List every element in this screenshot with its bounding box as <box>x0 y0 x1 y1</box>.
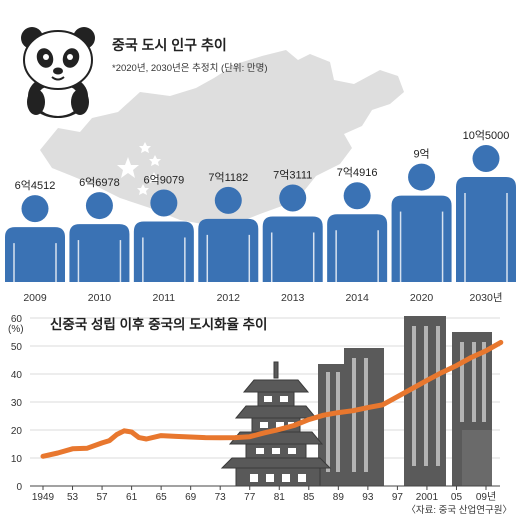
y-tick-labels: 0 10 20 30 40 50 60 <box>11 314 23 493</box>
person-bar <box>133 221 194 282</box>
y-tick-label: 50 <box>11 342 23 353</box>
category-label: 2009 <box>23 292 47 304</box>
value-label: 7억3111 <box>273 168 312 181</box>
x-tick-label: 53 <box>67 492 79 503</box>
star-icon <box>149 155 161 166</box>
bottom-title: 신중국 성립 이후 중국의 도시화율 추이 <box>50 316 267 332</box>
category-label: 2012 <box>217 292 241 304</box>
china-map-shape <box>40 50 404 226</box>
value-label: 6억9079 <box>143 173 184 186</box>
y-tick-label: 0 <box>16 482 22 493</box>
category-label: 2011 <box>153 292 176 304</box>
x-tick-label: 77 <box>244 492 256 503</box>
source-note: 〈자료: 중국 산업연구원〉 <box>406 504 512 516</box>
category-label: 2010 <box>88 292 112 304</box>
star-icon <box>148 172 160 183</box>
x-tick-label: 97 <box>392 492 404 503</box>
person-bar <box>456 177 516 282</box>
y-tick-label: 40 <box>11 370 23 381</box>
value-label: 7억1182 <box>208 171 248 184</box>
x-tick-label: 69 <box>185 492 197 503</box>
value-label: 10억5000 <box>463 129 510 142</box>
x-tick-label: 2001 <box>416 492 439 503</box>
person-head <box>150 189 178 217</box>
y-tick-label: 20 <box>11 426 23 437</box>
person-figure: 10억5000 2030년 <box>456 129 516 304</box>
person-head <box>472 145 500 172</box>
x-tick-label: 65 <box>156 492 168 503</box>
buildings-illustration <box>318 316 492 486</box>
x-tick-label: 61 <box>126 492 138 503</box>
x-tick-label: 89 <box>333 492 345 503</box>
star-icon <box>117 157 139 178</box>
person-head <box>408 163 436 191</box>
x-tick-label: 09년 <box>476 491 496 503</box>
person-bar <box>262 216 323 282</box>
y-tick-label: 60 <box>11 314 23 325</box>
bottom-panel: 신중국 성립 이후 중국의 도시화율 추이 (%) 0102030405060 … <box>8 314 512 516</box>
star-icon <box>137 184 149 195</box>
x-tick-label: 85 <box>303 492 315 503</box>
person-figure: 7억3111 2013 <box>262 168 323 304</box>
category-label: 2020 <box>410 292 434 304</box>
person-bar <box>198 218 259 282</box>
y-tick-label: 30 <box>11 398 23 409</box>
x-tick-label: 1949 <box>32 492 55 503</box>
x-tick-label: 05 <box>451 492 463 503</box>
top-panel: 중국 도시 인구 추이 *2020년, 2030년은 추정치 (단위: 만명) … <box>5 27 516 304</box>
x-tick-label: 93 <box>362 492 374 503</box>
value-label: 6억4512 <box>15 179 56 192</box>
value-label: 6억6978 <box>79 176 120 189</box>
category-label: 2013 <box>281 292 305 304</box>
person-bar <box>69 224 130 282</box>
map-stars <box>117 142 161 195</box>
x-tick-labels: 1949 53 57 61 65 69 73 77 81 85 89 93 97 2001 05 09년 <box>32 486 496 503</box>
value-label: 9억 <box>413 148 429 161</box>
top-title: 중국 도시 인구 추이 <box>112 37 227 53</box>
person-bar <box>327 214 388 282</box>
person-figure: 9억 2020 <box>391 148 452 304</box>
person-head <box>343 182 371 210</box>
series-line-urbanization <box>40 339 504 459</box>
person-figure: 6억4512 2009 <box>5 179 65 304</box>
x-tick-label: 57 <box>97 492 109 503</box>
person-head <box>85 192 113 220</box>
person-figure: 7억4916 2014 <box>327 166 388 304</box>
person-head <box>279 184 307 212</box>
person-bar <box>5 227 65 282</box>
pagoda-windows <box>250 396 306 482</box>
x-tick-label: 73 <box>215 492 227 503</box>
person-bar <box>391 195 452 282</box>
person-figure: 6억9079 2011 <box>133 173 194 304</box>
person-figure: 6억6978 2010 <box>69 176 130 304</box>
y-axis-label: (%) <box>8 324 24 335</box>
x-tick-label: 81 <box>274 492 286 503</box>
category-label: 2014 <box>345 292 369 304</box>
person-figure: 7억1182 2012 <box>198 171 259 304</box>
top-note: *2020년, 2030년은 추정치 (단위: 만명) <box>112 62 268 74</box>
people-figures: 6억4512 2009 6억6978 2010 6억9079 2011 7억1182 2012… <box>5 129 516 304</box>
person-head <box>214 186 242 214</box>
y-tick-label: 10 <box>11 454 23 465</box>
category-label: 2030년 <box>469 292 502 304</box>
building-windows <box>326 326 486 472</box>
star-icon <box>139 142 151 153</box>
person-head <box>21 195 49 223</box>
value-label: 7억4916 <box>337 166 378 179</box>
panda-icon <box>21 27 95 118</box>
